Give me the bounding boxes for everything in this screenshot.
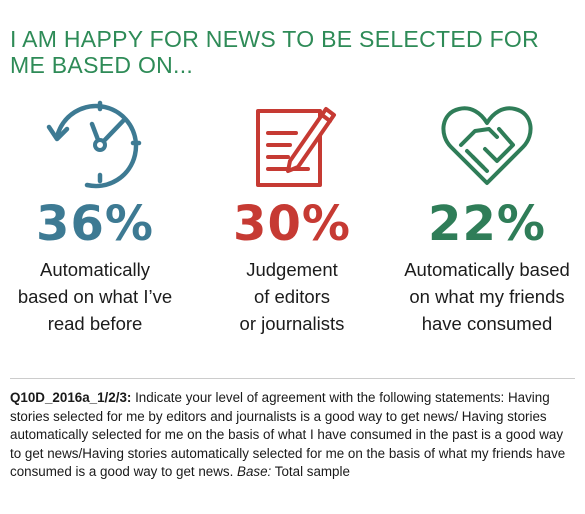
question-reference: Q10D_2016a_1/2/3:	[10, 390, 132, 405]
base-label: Base:	[237, 464, 272, 480]
title-line-2: ME BASED ON...	[10, 52, 194, 78]
title-line-1: I AM HAPPY FOR NEWS TO BE SELECTED FOR	[10, 26, 540, 52]
stat-label-line: have consumed	[421, 313, 553, 334]
stat-label-line: based on what I’ve	[17, 286, 173, 307]
stat-label-line: read before	[47, 313, 143, 334]
percentage-value: 36%	[36, 196, 154, 252]
heart-handshake-icon	[441, 106, 533, 185]
question-text: Indicate your level of agreement with th…	[10, 390, 566, 480]
stat-label-line: of editors	[253, 286, 331, 307]
icon-container	[197, 96, 387, 192]
page-title: I AM HAPPY FOR NEWS TO BE SELECTED FOR M…	[10, 26, 570, 78]
footnote: Q10D_2016a_1/2/3: Indicate your level of…	[10, 389, 575, 482]
icon-container	[0, 96, 190, 192]
stat-label-line: or journalists	[239, 313, 345, 334]
percentage-value: 22%	[428, 196, 546, 252]
divider	[10, 378, 575, 379]
base-text: Total sample	[271, 464, 350, 480]
stat-label: Automatically based on what my friends h…	[392, 256, 582, 337]
stat-label-line: Automatically	[39, 259, 150, 280]
stat-label-line: on what my friends	[409, 286, 565, 307]
icon-container	[392, 96, 582, 192]
stat-label-line: Judgement	[246, 259, 338, 280]
clock-icon	[46, 100, 142, 189]
stat-label-line: Automatically based	[404, 259, 570, 280]
stat-editors-judgement: 30% Judgement of editors or journalists	[197, 96, 387, 337]
stat-automatic-history: 36% Automatically based on what I’ve rea…	[0, 96, 190, 337]
stat-friends-consumed: 22% Automatically based on what my frien…	[392, 96, 582, 337]
stat-label: Automatically based on what I’ve read be…	[0, 256, 190, 337]
stat-label: Judgement of editors or journalists	[197, 256, 387, 337]
notepad-pencil-icon	[256, 107, 336, 187]
percentage-value: 30%	[233, 196, 351, 252]
